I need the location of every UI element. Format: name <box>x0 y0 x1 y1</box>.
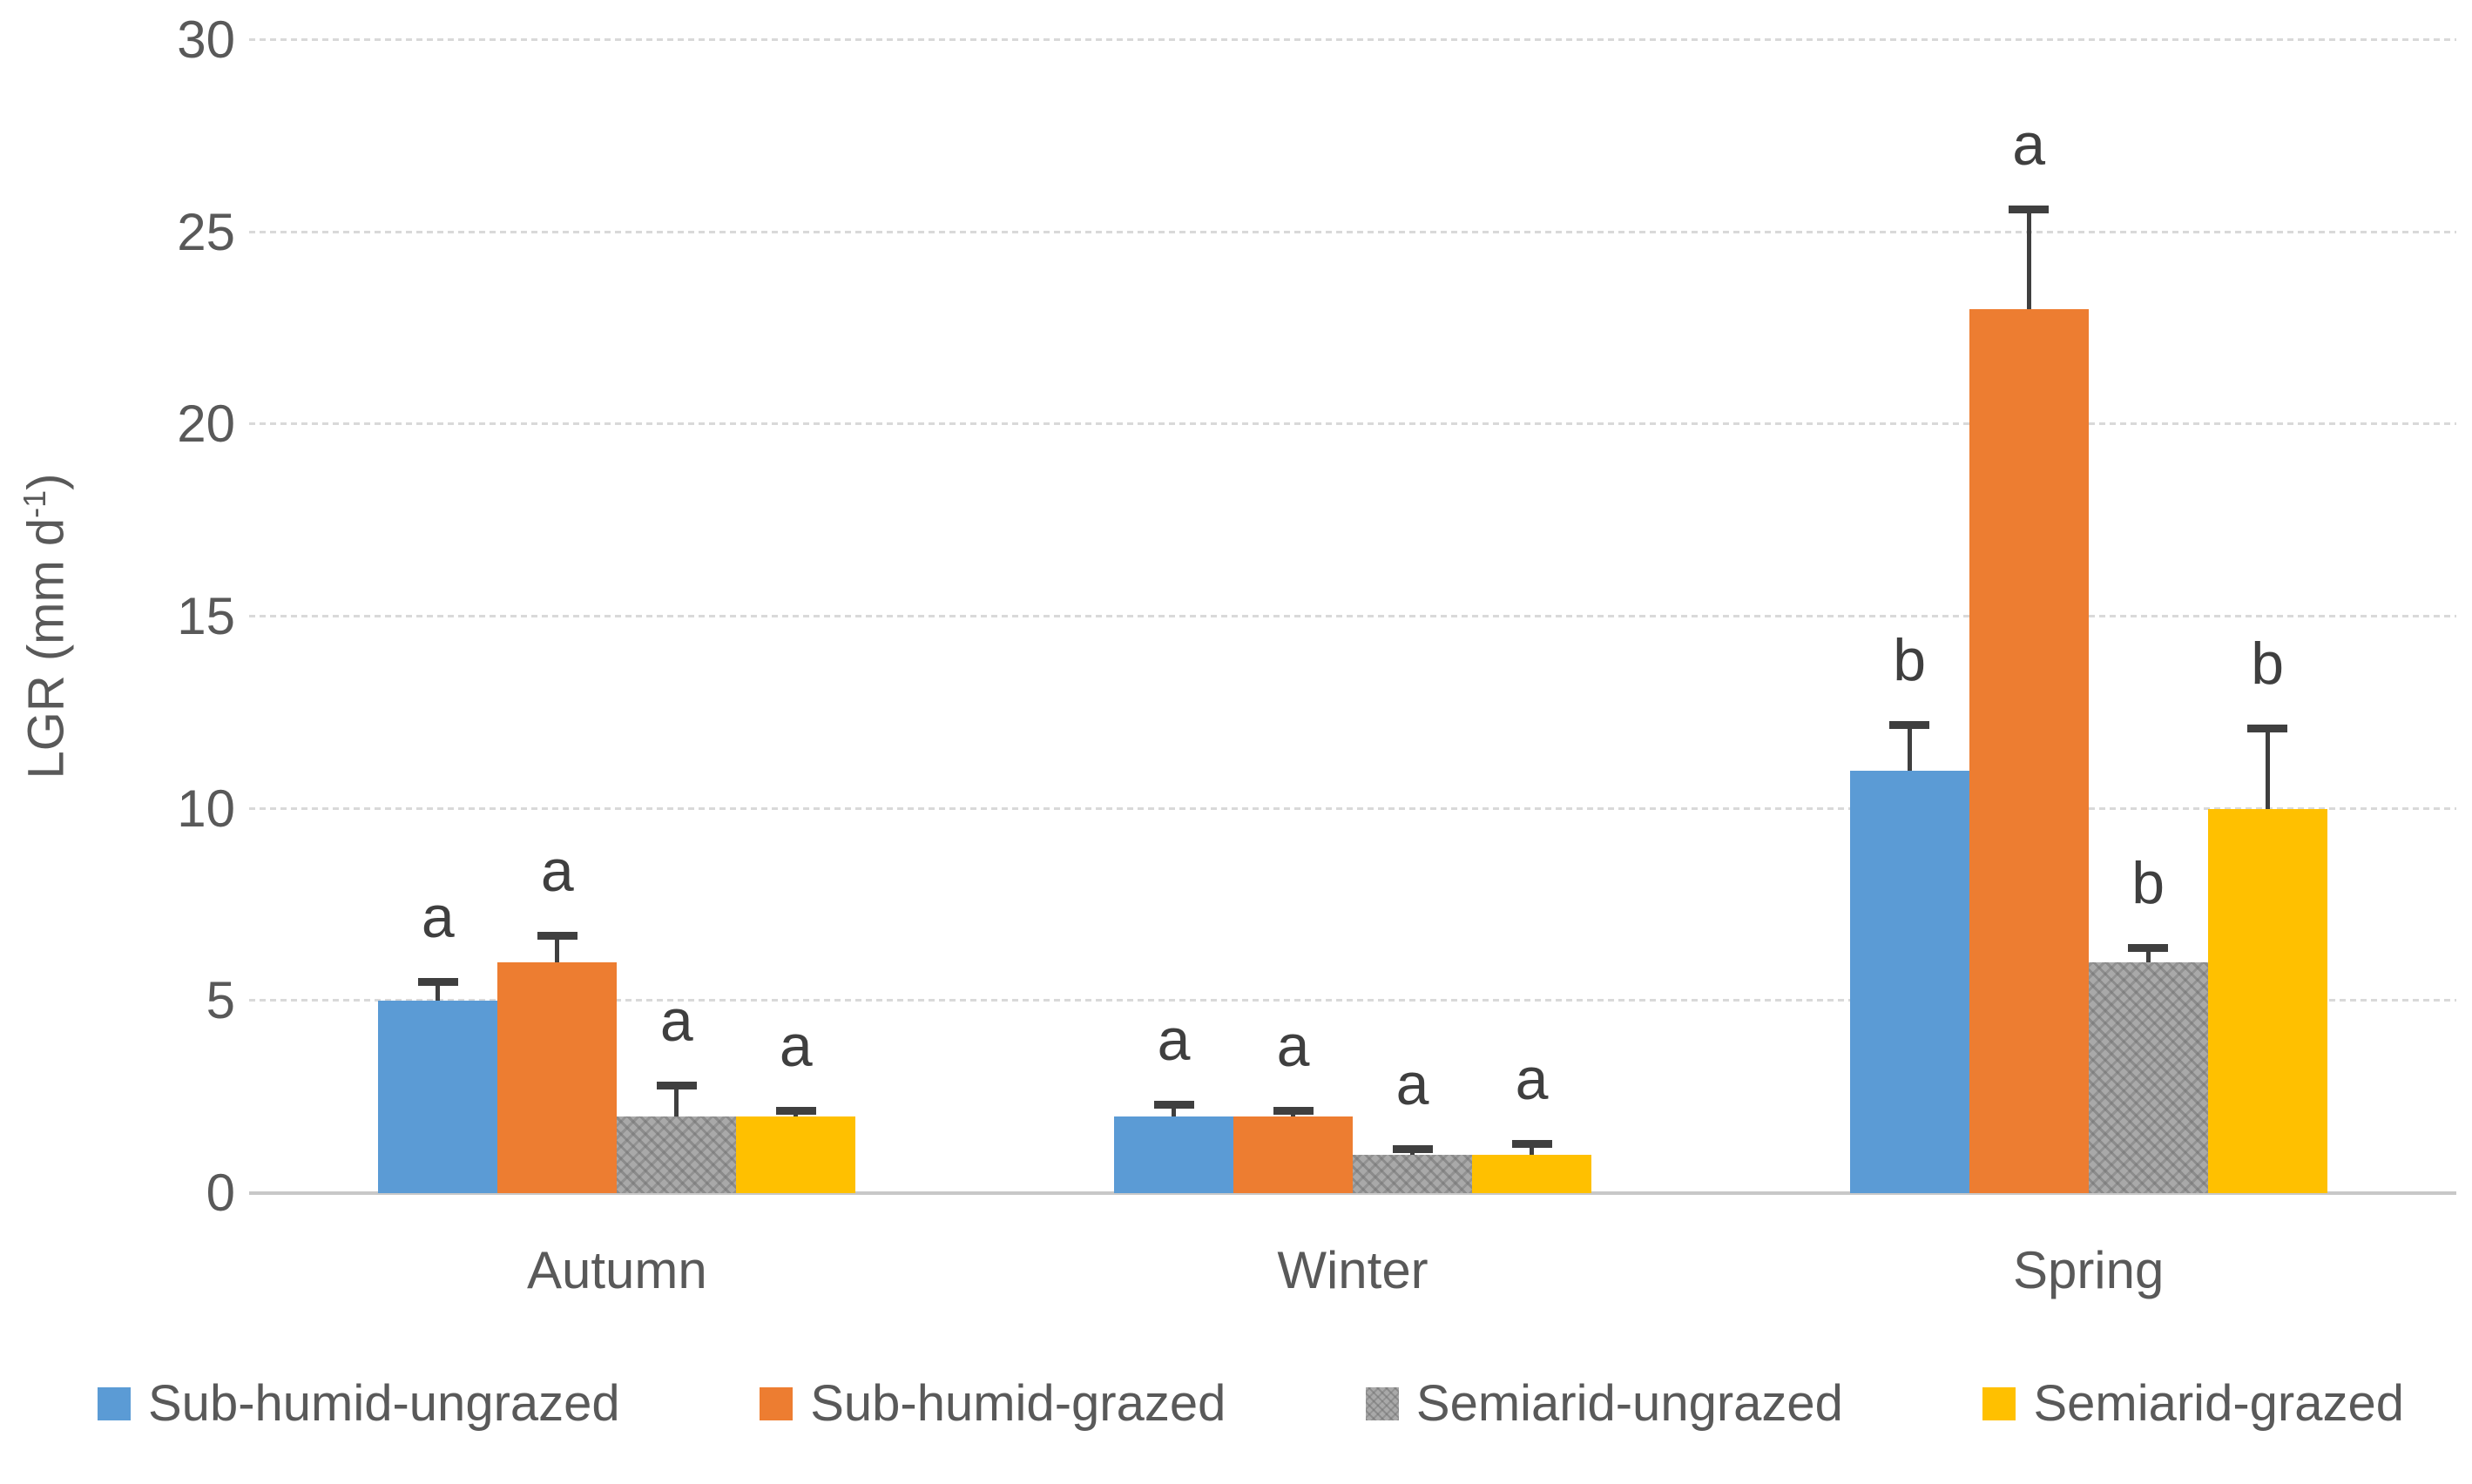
legend-label: Sub-humid-grazed <box>810 1375 1226 1432</box>
x-axis-label-spring: Spring <box>2012 1241 2165 1299</box>
gridline <box>249 230 2456 233</box>
gridline <box>249 615 2456 617</box>
error-bar-line <box>2026 209 2031 309</box>
significance-letter: a <box>1515 1045 1549 1112</box>
error-bar-line <box>555 935 560 963</box>
legend: Sub-humid-ungrazed Sub-humid-grazed Semi… <box>0 1374 2472 1433</box>
significance-letter: b <box>2131 849 2165 916</box>
bar-semiarid-grazed-autumn <box>736 1116 856 1193</box>
significance-letter: a <box>1276 1013 1310 1080</box>
y-axis-title-text: LGR (mm d <box>17 517 75 779</box>
y-tick-label: 25 <box>177 202 235 261</box>
y-tick-label: 5 <box>206 971 235 1030</box>
legend-item-sub-humid-grazed: Sub-humid-grazed <box>760 1374 1226 1433</box>
y-tick-label: 0 <box>206 1164 235 1222</box>
x-axis-label-winter: Winter <box>1277 1241 1428 1299</box>
legend-label: Semiarid-grazed <box>2033 1375 2404 1432</box>
y-tick-label: 30 <box>177 10 235 69</box>
significance-letter: b <box>2251 630 2285 697</box>
legend-swatch-blue-icon <box>98 1386 131 1420</box>
error-bar-line <box>1907 724 1912 771</box>
significance-letter: a <box>421 884 455 951</box>
error-bar-cap <box>2009 206 2050 214</box>
error-bar-line <box>1172 1104 1176 1116</box>
legend-swatch-orange-icon <box>760 1386 794 1420</box>
bar-sub-humid-ungrazed-winter <box>1114 1116 1233 1193</box>
gridline <box>249 999 2456 1002</box>
legend-swatch-gray-pattern-icon <box>1365 1386 1399 1420</box>
bar-sub-humid-grazed-winter <box>1233 1116 1353 1193</box>
bar-semiarid-ungrazed-spring <box>2088 962 2208 1193</box>
error-bar-cap <box>537 932 577 941</box>
y-tick-label: 10 <box>177 779 235 838</box>
error-bar-line <box>1530 1143 1534 1155</box>
error-bar-cap <box>2247 724 2288 732</box>
x-axis-line <box>249 1191 2456 1195</box>
bar-semiarid-ungrazed-winter <box>1353 1154 1472 1193</box>
legend-label: Sub-humid-ungrazed <box>148 1375 620 1432</box>
error-bar-cap <box>2128 943 2169 952</box>
significance-letter: a <box>779 1013 813 1080</box>
bar-semiarid-grazed-spring <box>2207 808 2327 1193</box>
bar-sub-humid-ungrazed-autumn <box>378 1001 498 1193</box>
y-axis-title-superscript: -1 <box>17 489 52 518</box>
significance-letter: a <box>659 988 693 1055</box>
legend-item-semiarid-ungrazed: Semiarid-ungrazed <box>1365 1374 1843 1433</box>
error-bar-line <box>2265 727 2270 809</box>
bar-semiarid-ungrazed-autumn <box>617 1116 737 1193</box>
x-axis-label-autumn: Autumn <box>526 1241 707 1299</box>
y-axis-title-close: ) <box>17 473 75 490</box>
gridline <box>249 806 2456 810</box>
error-bar-cap <box>1153 1101 1194 1110</box>
y-tick-label: 15 <box>177 587 235 645</box>
bar-sub-humid-grazed-spring <box>1969 308 2089 1193</box>
legend-swatch-yellow-icon <box>1982 1386 2016 1420</box>
plot-area: a a a a a a a a b a b b <box>249 38 2456 1195</box>
error-bar-cap <box>1889 720 1930 729</box>
bar-sub-humid-ungrazed-spring <box>1849 770 1969 1193</box>
error-bar-cap <box>417 978 458 987</box>
error-bar-line <box>436 981 441 1002</box>
significance-letter: a <box>2012 111 2046 179</box>
significance-letter: a <box>1157 1007 1191 1074</box>
gridline <box>249 38 2456 41</box>
significance-letter: a <box>540 838 574 905</box>
legend-label: Semiarid-ungrazed <box>1415 1375 1843 1432</box>
bar-semiarid-grazed-winter <box>1472 1154 1591 1193</box>
error-bar-cap <box>1511 1139 1552 1148</box>
y-axis-title: LGR (mm d-1) <box>1 320 74 933</box>
error-bar-cap <box>1392 1145 1433 1154</box>
error-bar-cap <box>656 1082 697 1090</box>
legend-item-semiarid-grazed: Semiarid-grazed <box>1982 1374 2404 1433</box>
legend-item-sub-humid-ungrazed: Sub-humid-ungrazed <box>98 1374 620 1433</box>
significance-letter: b <box>1893 626 1927 693</box>
error-bar-cap <box>1273 1107 1314 1116</box>
bar-sub-humid-grazed-autumn <box>497 962 618 1193</box>
error-bar-line <box>674 1085 679 1116</box>
error-bar-line <box>2145 947 2151 963</box>
error-bar-cap <box>775 1107 816 1116</box>
gridline <box>249 422 2456 426</box>
y-tick-label: 20 <box>177 395 235 454</box>
significance-letter: a <box>1395 1051 1429 1118</box>
